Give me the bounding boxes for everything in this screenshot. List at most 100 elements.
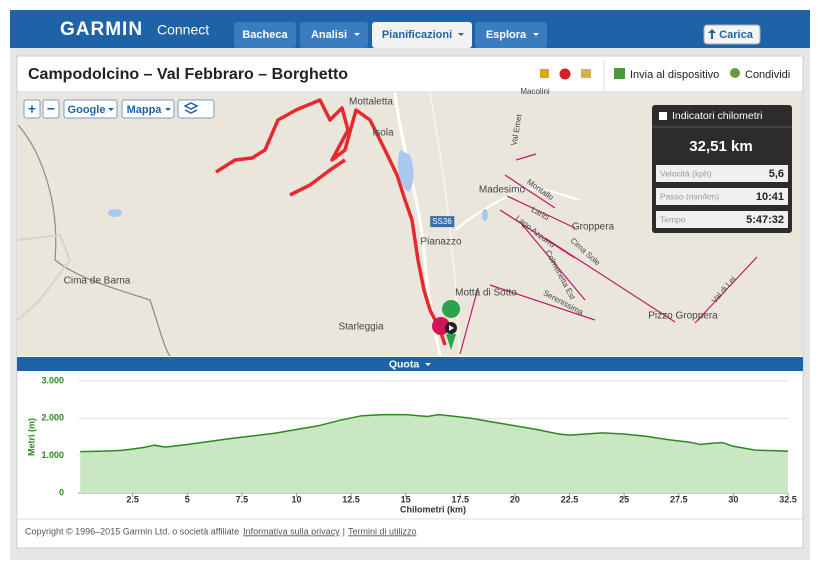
map-label: Pizzo Groppera [648,311,718,322]
copyright: Copyright © 1996–2015 Garmin Ltd. o soci… [25,526,239,536]
road [429,92,461,357]
action-label[interactable]: Condividi [745,69,790,81]
x-tick-label: 7.5 [236,494,249,504]
separator: | [343,526,345,536]
map-label: Groppera [572,222,615,233]
footer-link[interactable]: Informativa sulla privacy [243,526,340,536]
y-tick-label: 2.000 [41,413,64,423]
y-tick-label: 1.000 [41,450,64,460]
x-tick-label: 12.5 [342,494,360,504]
x-tick-label: 22.5 [561,494,579,504]
chart-bar[interactable] [17,357,803,371]
lake [482,209,488,221]
map-control[interactable] [63,99,118,119]
map-label: Pianazzo [420,237,462,248]
tab-label[interactable]: Pianificazioni [382,29,452,41]
lake [108,209,122,217]
share-icon[interactable] [730,68,740,78]
map-label: SS36 [432,217,452,226]
tab-label[interactable]: Bacheca [242,29,288,41]
tab-caret [354,33,360,36]
y-tick-label: 3.000 [41,375,64,385]
border [17,124,171,357]
map-label: Starleggia [338,322,383,333]
stat-label: Velocità (kph) [660,168,712,178]
x-tick-label: 32.5 [779,494,797,504]
lock-icon[interactable] [581,69,591,78]
tab-label[interactable]: Esplora [486,29,527,41]
stat-value: 5:47:32 [746,214,784,226]
edit-icon[interactable] [540,69,549,78]
x-tick-label: 10 [291,494,301,504]
map-label: Isola [372,128,394,139]
map-label: Macolini [520,87,550,96]
tab-label[interactable]: Analisi [311,29,347,41]
map-label: Cima de Barna [64,276,131,287]
map-label: Mottaletta [349,97,393,108]
end-pin [442,300,461,350]
map-control-label[interactable]: Mappa [127,104,163,116]
layers-control[interactable] [177,99,215,119]
x-tick-label: 17.5 [452,494,470,504]
y-axis-label: Metri (m) [26,418,36,456]
map-control-label[interactable]: Google [68,104,106,116]
y-tick-label: 0 [59,487,64,497]
road [17,233,72,321]
action-label[interactable]: Invia al dispositivo [630,69,719,81]
send-icon[interactable] [614,68,625,79]
lake [398,150,414,192]
play-icon [449,325,454,331]
logo: GARMIN [60,19,143,40]
upload-label[interactable]: Carica [719,29,754,41]
stat-row [656,211,788,228]
map-control[interactable] [42,99,60,119]
stat-label: Tempo [660,214,686,224]
chart-bar-label[interactable]: Quota [389,358,419,370]
map-control-label[interactable]: − [47,101,55,117]
tab[interactable] [234,22,296,48]
elevation-area [80,414,788,493]
km-markers-label[interactable]: Indicatori chilometri [672,110,762,122]
caret [425,363,431,366]
ski-lifts [459,153,758,355]
road [454,187,581,231]
caret [108,108,114,111]
course-title: Campodolcino – Val Febbraro – Borghetto [28,66,348,83]
x-tick-label: 2.5 [126,494,139,504]
x-axis-label: Chilometri (km) [400,504,466,514]
road-shield [430,216,455,228]
map-control[interactable] [23,99,41,119]
tab[interactable] [475,22,547,48]
x-tick-label: 5 [185,494,190,504]
tab[interactable] [300,22,368,48]
stat-value: 10:41 [756,191,784,203]
stat-row [656,165,788,182]
map-control-label[interactable]: + [28,101,36,117]
caret [165,108,171,111]
stat-label: Passo (min/km) [660,191,719,201]
start-pin [432,317,450,335]
map-label: Madesimo [479,185,526,196]
footer-link[interactable]: Termini di utilizzo [348,526,417,536]
x-tick-label: 25 [619,494,629,504]
x-tick-label: 15 [401,494,411,504]
x-tick-label: 30 [728,494,738,504]
x-tick-label: 20 [510,494,520,504]
route [215,98,447,346]
stat-value: 5,6 [769,168,784,180]
upload-button[interactable] [703,24,761,45]
tab[interactable] [372,22,472,48]
layers-icon [183,102,199,114]
distance: 32,51 km [689,138,752,155]
upload-icon [708,29,716,39]
tab-caret [458,33,464,36]
map-label: Motta di Sotto [455,288,517,299]
delete-icon[interactable] [559,68,571,80]
tab-caret [533,33,539,36]
km-checkbox[interactable] [659,112,667,120]
logo-sub: Connect [157,22,209,38]
map-control[interactable] [121,99,175,119]
stat-row [656,188,788,205]
x-tick-label: 27.5 [670,494,688,504]
